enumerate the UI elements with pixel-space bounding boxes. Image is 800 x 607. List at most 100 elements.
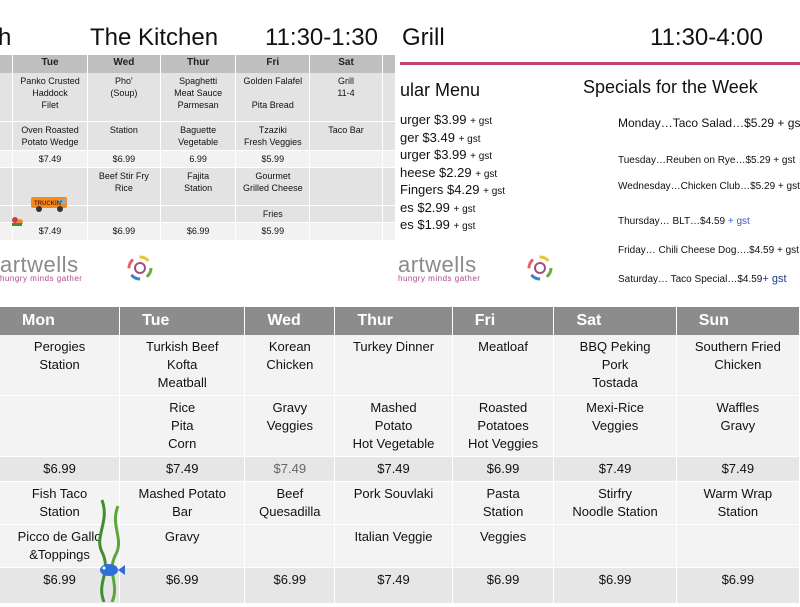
kitchen-table-cell: $6.99	[160, 222, 237, 241]
dinner-table-cell: Mashed Potato Bar	[119, 481, 246, 525]
kitchen-row-edge	[0, 167, 14, 206]
menu-item-text: heese $2.29	[400, 164, 472, 180]
kitchen-table-cell	[309, 222, 383, 241]
kitchen-title-partial: h	[0, 24, 12, 51]
dinner-table-cell: Gravy	[119, 524, 246, 568]
special-monday: Monday…Taco Salad…$5.29 + gst	[618, 116, 800, 130]
kitchen-row-edge	[0, 73, 14, 122]
dinner-table-cell	[553, 524, 677, 568]
dinner-day-header: Fri	[452, 307, 555, 335]
dinner-day-header: Wed	[244, 307, 336, 335]
menu-item-gst: + gst	[453, 203, 476, 215]
dinner-panel: Mon Tue Wed Thur Fri Sat Sun Perogies Station T…	[0, 307, 800, 604]
regular-menu-item: urger $3.99 + gst	[400, 147, 492, 162]
dinner-table-cell: Warm Wrap Station	[676, 481, 800, 525]
dinner-table-cell: Turkey Dinner	[334, 335, 453, 396]
special-tuesday: Tuesday…Reuben on Rye…$5.29 + gst	[618, 155, 796, 166]
kitchen-hours: 11:30-1:30	[265, 24, 378, 51]
kitchen-day-header: Thur	[160, 55, 237, 73]
kitchen-row-edge	[382, 150, 397, 168]
truck-sign-text: TRUCKIN'	[34, 201, 63, 207]
kitchen-table-cell	[309, 150, 383, 168]
kitchen-row-edge	[382, 73, 397, 122]
dinner-table-cell: $7.49	[334, 567, 453, 604]
kitchen-row-edge	[0, 205, 14, 223]
kitchen-table-cell: Pho' (Soup)	[87, 73, 162, 122]
flower-icon	[10, 214, 26, 228]
regular-menu-item: ger $3.49 + gst	[400, 130, 481, 145]
kitchen-logo: artwells hungry minds gather	[0, 252, 82, 283]
dinner-table-cell: Turkish Beef Kofta Meatball	[119, 335, 246, 396]
logo-tagline: hungry minds gather	[398, 274, 481, 283]
dinner-table-cell: Pasta Station	[452, 481, 555, 525]
specials-heading: Specials for the Week	[583, 77, 758, 97]
dinner-table-cell	[676, 524, 800, 568]
dinner-table-row: $6.99 $6.99 $6.99 $7.49 $6.99 $6.99 $6.99	[0, 567, 800, 604]
dinner-table-cell: Meatloaf	[452, 335, 555, 396]
kitchen-row-edge	[382, 121, 397, 151]
dinner-table-row: Perogies Station Turkish Beef Kofta Meatb…	[0, 335, 800, 396]
kitchen-table-cell: Taco Bar	[309, 121, 383, 151]
regular-menu-item: es $2.99 + gst	[400, 200, 475, 215]
dinner-table-cell: Mashed Potato Hot Vegetable	[334, 395, 453, 457]
kitchen-table-cell: Grill 11-4	[309, 73, 383, 122]
kitchen-table-cell: Beef Stir Fry Rice	[87, 167, 162, 206]
dinner-table-cell: Pork Souvlaki	[334, 481, 453, 525]
kitchen-table-row: Oven Roasted Potato Wedge Station Baguette…	[0, 121, 397, 151]
dinner-table-cell: $6.99	[676, 567, 800, 604]
kitchen-row-edge	[382, 167, 397, 206]
dinner-day-header: Tue	[119, 307, 246, 335]
food-truck-icon: TRUCKIN'	[30, 195, 70, 213]
dinner-menu-table: Mon Tue Wed Thur Fri Sat Sun Perogies Station T…	[0, 307, 800, 604]
dinner-day-header: Mon	[0, 307, 121, 335]
kitchen-table-cell: Fajita Station	[160, 167, 237, 206]
special-wednesday: Wednesday…Chicken Club…$5.29 + gst	[618, 181, 800, 192]
kitchen-row-edge	[0, 150, 14, 168]
logo-brand: artwells	[0, 252, 79, 277]
dinner-table-cell: Stirfry Noodle Station	[553, 481, 677, 525]
menu-item-text: es $2.99	[400, 199, 450, 215]
kitchen-table-cell: $6.99	[87, 150, 162, 168]
menu-item-text: Fingers $4.29	[400, 182, 480, 197]
kitchen-row-edge	[0, 121, 14, 151]
dinner-table-cell: Korean Chicken	[244, 335, 336, 396]
kitchen-table-cell	[160, 205, 237, 223]
regular-menu-item: es $1.99 + gst	[400, 217, 475, 232]
kitchen-table-cell	[309, 167, 383, 206]
logo-brand: artwells	[398, 252, 477, 277]
special-thursday: Thursday… BLT…$4.59 + gst	[618, 216, 750, 227]
dinner-table-cell: Gravy Veggies	[244, 395, 336, 457]
logo-swirl-icon	[524, 252, 556, 284]
dinner-table-cell: $6.99	[0, 567, 121, 604]
regular-menu-item: Fingers $4.29 + gst	[400, 182, 505, 197]
special-saturday: Saturday… Taco Special…$4.59+ gst	[618, 273, 787, 285]
special-saturday-text: Saturday… Taco Special…$4.59	[618, 274, 763, 285]
dinner-table-cell: Beef Quesadilla	[244, 481, 336, 525]
menu-item-gst: + gst	[483, 186, 506, 197]
kitchen-table-row: Fries	[0, 205, 397, 223]
seaweed-fish-icon	[92, 492, 128, 603]
kitchen-panel: h The Kitchen 11:30-1:30 Tue Wed Thur Fr…	[0, 0, 400, 300]
kitchen-table-cell: $5.99	[235, 222, 311, 241]
grill-logo: artwells hungry minds gather	[398, 252, 480, 283]
dinner-table-cell: Fish Taco Station	[0, 481, 121, 525]
kitchen-table-cell: Oven Roasted Potato Wedge	[12, 121, 88, 151]
logo-swirl-icon	[124, 252, 156, 284]
dinner-table-row: $6.99 $7.49 $7.49 $7.49 $6.99 $7.49 $7.49	[0, 456, 800, 482]
dinner-table-row: Fish Taco Station Mashed Potato Bar Beef Q…	[0, 481, 800, 525]
dinner-table-cell: Roasted Potatoes Hot Veggies	[452, 395, 555, 457]
dinner-day-header: Thur	[334, 307, 453, 335]
dinner-table-cell: $7.49	[676, 456, 800, 482]
kitchen-table-row: Beef Stir Fry Rice Fajita Station Gourmet …	[0, 167, 397, 206]
dinner-day-header: Sun	[676, 307, 800, 335]
kitchen-table-cell	[87, 205, 162, 223]
menu-item-text: ger $3.49	[400, 129, 455, 145]
kitchen-table-cell: Tzaziki Fresh Veggies	[235, 121, 311, 151]
kitchen-row-edge	[382, 222, 397, 241]
dinner-table-cell: Southern Fried Chicken	[676, 335, 800, 396]
kitchen-row-edge	[0, 222, 14, 241]
kitchen-day-header: Fri	[235, 55, 311, 73]
dinner-table-cell: BBQ Peking Pork Tostada	[553, 335, 677, 396]
kitchen-table-cell: Station	[87, 121, 162, 151]
dinner-table-cell: $7.49	[244, 456, 336, 482]
